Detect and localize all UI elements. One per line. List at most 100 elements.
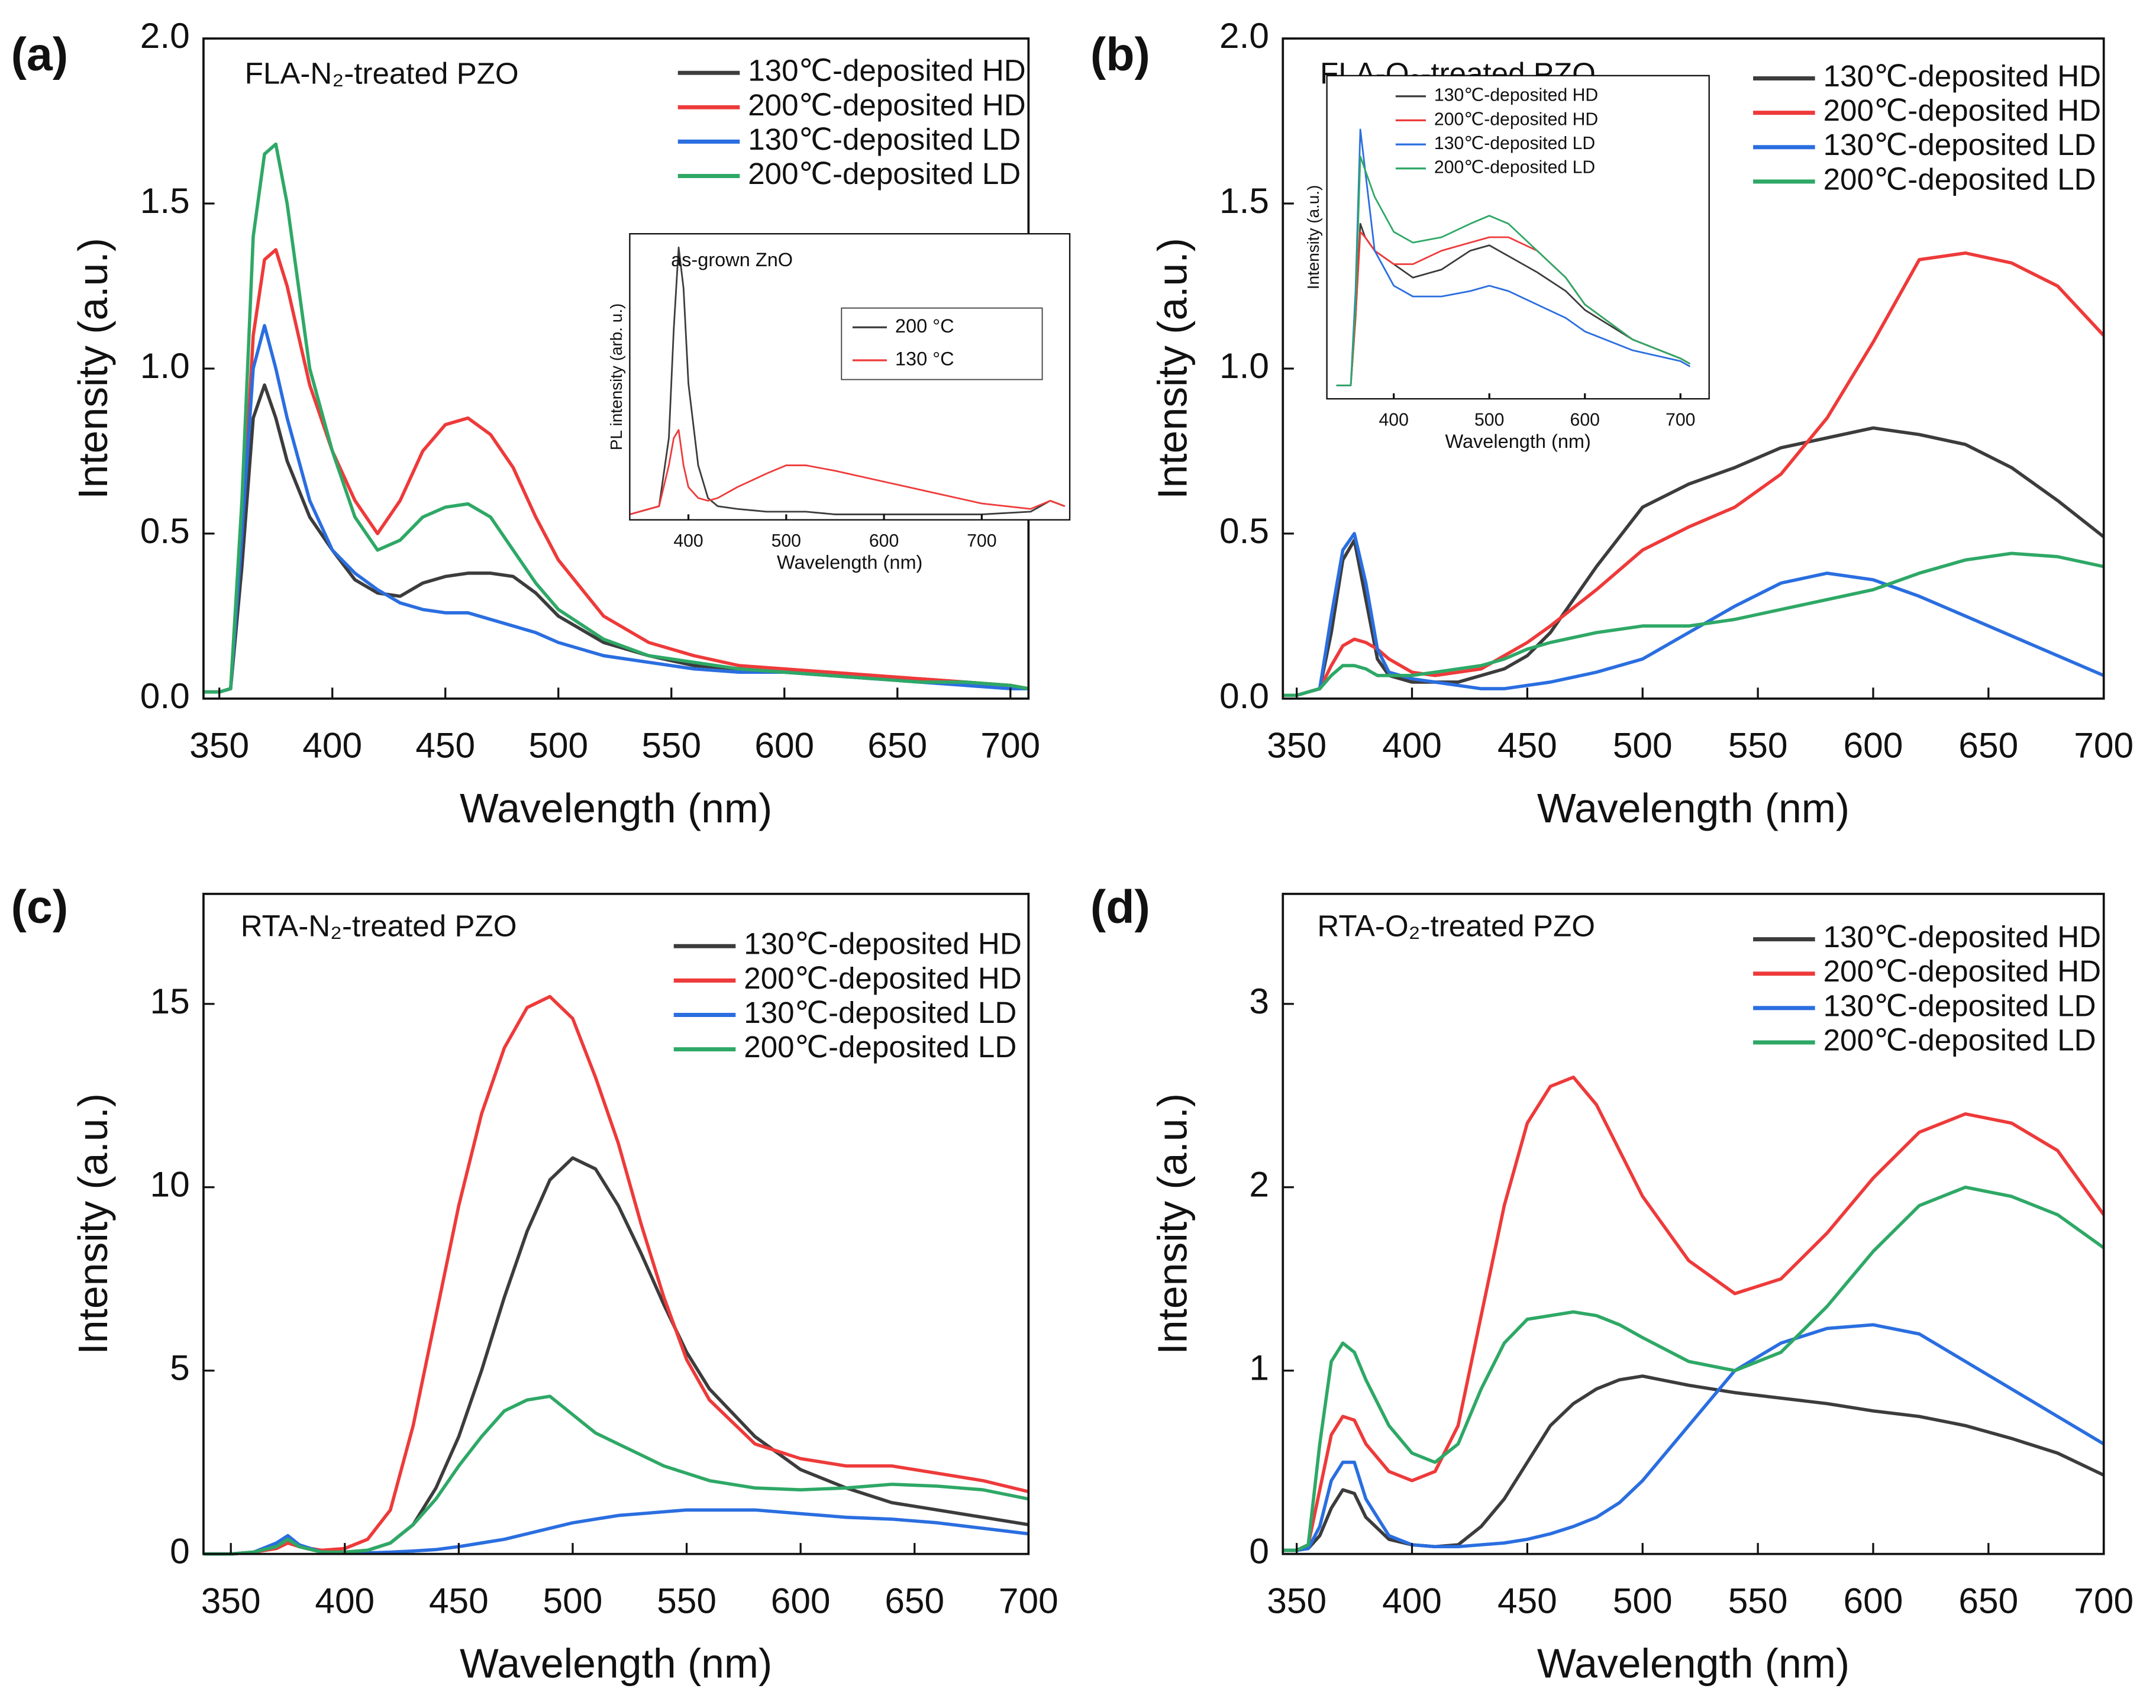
- x-tick-label: 550: [641, 725, 701, 765]
- legend-label: 200 °C: [895, 315, 954, 337]
- y-tick-label: 0.0: [140, 676, 190, 716]
- x-tick-label: 700: [967, 531, 996, 551]
- series-line: [630, 246, 1066, 515]
- series-line: [1283, 551, 2105, 698]
- legend-label: 130℃-deposited LD: [744, 996, 1016, 1029]
- legend-label: 200℃-deposited LD: [1823, 1023, 2096, 1057]
- panel-label: (d): [1090, 880, 1150, 933]
- x-tick-label: 550: [1728, 725, 1788, 765]
- legend-label: 200℃-deposited LD: [1434, 158, 1595, 177]
- plot-frame: [202, 893, 1030, 1555]
- y-tick-label: 0.0: [1219, 676, 1269, 716]
- x-tick-label: 400: [1379, 410, 1409, 430]
- y-tick-label: 10: [150, 1164, 190, 1205]
- legend-label: 200℃-deposited HD: [1434, 109, 1598, 129]
- legend-label: 130℃-deposited HD: [744, 927, 1021, 961]
- x-tick-label: 450: [415, 725, 475, 765]
- plot-frame: [629, 233, 1071, 521]
- panel-label: (c): [11, 880, 69, 933]
- x-tick-label: 450: [1497, 725, 1557, 765]
- x-tick-label: 550: [657, 1580, 716, 1620]
- y-tick-label: 1.0: [1219, 346, 1269, 386]
- y-tick-label: 0.5: [140, 511, 190, 551]
- x-tick-label: 500: [528, 725, 588, 765]
- legend-label: 130 °C: [895, 348, 954, 370]
- x-tick-label: 500: [543, 1580, 603, 1620]
- legend-label: 200℃-deposited LD: [748, 157, 1021, 191]
- legend-label: 130℃-deposited LD: [1823, 128, 2096, 162]
- panel-label: (a): [11, 27, 69, 80]
- x-tick-label: 600: [1570, 410, 1600, 430]
- x-tick-label: 400: [1382, 1580, 1442, 1620]
- series-line: [1283, 1076, 2105, 1552]
- x-tick-label: 350: [1267, 1580, 1326, 1620]
- x-axis-label: Wavelength (nm): [1445, 431, 1590, 452]
- x-tick-label: 500: [772, 531, 801, 551]
- y-tick-label: 2.0: [140, 15, 190, 56]
- x-tick-label: 400: [302, 725, 362, 765]
- legend-label: 200℃-deposited HD: [744, 961, 1021, 995]
- legend-label: 130℃-deposited HD: [1434, 86, 1598, 105]
- legend-label: 200℃-deposited LD: [744, 1030, 1016, 1064]
- legend-label: 130℃-deposited LD: [748, 122, 1021, 156]
- legend-label: 200℃-deposited LD: [1823, 162, 2096, 196]
- y-tick-label: 1.0: [140, 346, 190, 386]
- x-tick-label: 400: [1382, 725, 1442, 765]
- series-line: [1283, 426, 2105, 698]
- x-tick-label: 700: [999, 1580, 1058, 1620]
- legend-label: 130℃-deposited LD: [1823, 989, 2096, 1022]
- x-tick-label: 600: [754, 725, 814, 765]
- legend-label: 200℃-deposited HD: [1823, 954, 2101, 988]
- y-tick-label: 0.5: [1219, 511, 1269, 551]
- series-line: [1283, 251, 2105, 698]
- legend-label: 130℃-deposited HD: [1823, 920, 2101, 954]
- series-line: [203, 1394, 1029, 1556]
- x-axis-label: Wavelength (nm): [777, 552, 922, 573]
- panel-title: FLA-N₂-treated PZO: [245, 56, 519, 90]
- y-tick-label: 1: [1249, 1348, 1269, 1388]
- legend-label: 200℃-deposited HD: [1823, 93, 2101, 127]
- y-tick-label: 2.0: [1219, 15, 1269, 56]
- x-tick-label: 700: [1666, 410, 1695, 430]
- panel-label: (b): [1090, 27, 1150, 80]
- series-line: [203, 248, 1029, 694]
- y-axis-label: Intensity (a.u.): [70, 1093, 116, 1355]
- x-tick-label: 650: [885, 1580, 944, 1620]
- x-axis-label: Wavelength (nm): [460, 785, 772, 831]
- y-axis-label: Intensity (a.u.): [70, 238, 116, 499]
- panel-title: as-grown ZnO: [671, 249, 793, 270]
- y-axis-label: Intensity (a.u.): [1149, 238, 1195, 499]
- x-tick-label: 350: [1267, 725, 1326, 765]
- y-tick-label: 0: [1249, 1531, 1269, 1571]
- y-tick-label: 1.5: [1219, 180, 1269, 221]
- series-line: [203, 142, 1029, 694]
- x-tick-label: 650: [1958, 725, 2018, 765]
- series-line: [1283, 532, 2105, 698]
- series-line: [1283, 1374, 2105, 1552]
- x-tick-label: 350: [189, 725, 249, 765]
- x-tick-label: 500: [1613, 1580, 1673, 1620]
- x-axis-label: Wavelength (nm): [1537, 785, 1850, 831]
- series-line: [1336, 156, 1691, 386]
- panel-title: RTA-O₂-treated PZO: [1317, 909, 1595, 943]
- legend-label: 130℃-deposited HD: [1823, 59, 2101, 93]
- x-tick-label: 500: [1474, 410, 1504, 430]
- y-tick-label: 5: [170, 1348, 190, 1388]
- y-tick-label: 3: [1249, 981, 1269, 1021]
- x-tick-label: 400: [315, 1580, 375, 1620]
- x-tick-label: 700: [2074, 1580, 2134, 1620]
- y-tick-label: 2: [1249, 1164, 1269, 1205]
- legend-label: 130℃-deposited HD: [748, 54, 1025, 88]
- inset-background: [630, 234, 1070, 520]
- y-axis-label: PL intensity (arb. u.): [607, 303, 625, 450]
- x-tick-label: 450: [429, 1580, 489, 1620]
- legend-box: [841, 307, 1043, 380]
- x-tick-label: 700: [2074, 725, 2134, 765]
- legend-label: 200℃-deposited HD: [748, 88, 1025, 122]
- x-tick-label: 600: [869, 531, 899, 551]
- x-tick-label: 600: [1844, 725, 1903, 765]
- y-axis-label: Intensity (a.u.): [1149, 1093, 1195, 1355]
- x-tick-label: 600: [771, 1580, 831, 1620]
- x-axis-label: Wavelength (nm): [460, 1641, 772, 1687]
